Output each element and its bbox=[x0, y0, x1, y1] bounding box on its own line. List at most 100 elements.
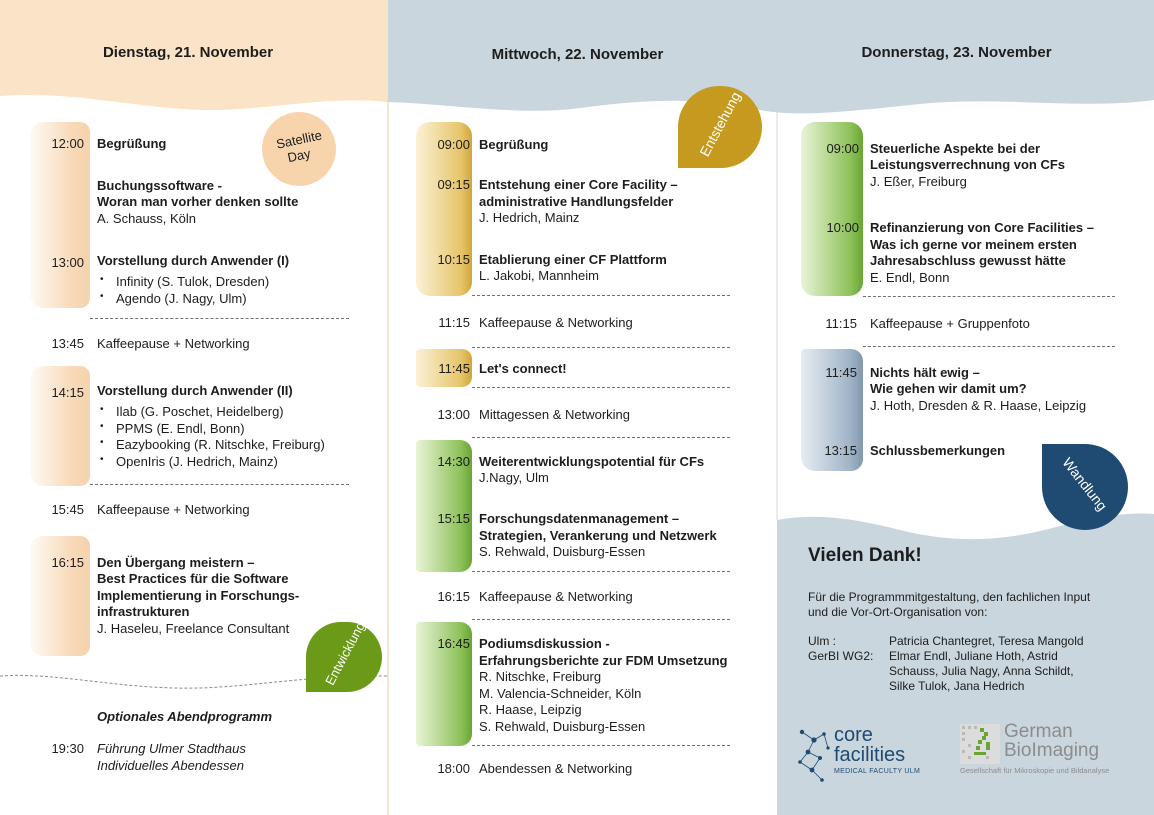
gerbi-names: Elmar Endl, Juliane Hoth, Astrid bbox=[889, 649, 1058, 663]
session-block bbox=[416, 622, 472, 746]
entry-time: 14:15 bbox=[51, 385, 84, 400]
entry-speaker: S. Rehwald, Duisburg-Essen bbox=[479, 719, 646, 734]
list-item: Infinity (S. Tulok, Dresden) bbox=[100, 274, 269, 289]
tag-label: Entwicklung bbox=[322, 619, 368, 688]
entry-time: 11:15 bbox=[825, 316, 857, 331]
thanks-text: und die Vor-Ort-Organisation von: bbox=[808, 605, 988, 619]
session-block bbox=[801, 122, 863, 296]
entry-speaker: J. Eßer, Freiburg bbox=[870, 174, 967, 189]
logo-text: core bbox=[834, 724, 873, 746]
entry-text: Kaffeepause & Networking bbox=[479, 589, 633, 604]
entry-time: 18:00 bbox=[437, 761, 470, 776]
core-facilities-logo: core facilities MEDICAL FACULTY ULM bbox=[794, 722, 934, 788]
entry-time: 15:15 bbox=[437, 511, 470, 526]
entry-title: Wie gehen wir damit um? bbox=[870, 381, 1027, 396]
time-bar bbox=[416, 440, 472, 572]
entry-text: Kaffeepause + Networking bbox=[97, 336, 250, 351]
entry-time: 14:30 bbox=[437, 454, 470, 469]
entry-title: Vorstellung durch Anwender (II) bbox=[97, 383, 293, 398]
entry-title: Implementierung in Forschungs- bbox=[97, 588, 300, 603]
entwicklung-tag: Entwicklung bbox=[306, 619, 382, 692]
entry-text: Abendessen & Networking bbox=[479, 761, 633, 776]
entry-title: Strategien, Verankerung und Netzwerk bbox=[479, 528, 717, 543]
entry-title: Jahresabschluss gewusst hätte bbox=[870, 253, 1066, 268]
entry-title: Was ich gerne vor meinem ersten bbox=[870, 237, 1077, 252]
entry-title: Entstehung einer Core Facility – bbox=[479, 177, 678, 192]
logo-text: facilities bbox=[834, 744, 906, 766]
time-bar bbox=[801, 349, 863, 471]
evening-title: Optionales Abendprogramm bbox=[97, 709, 273, 724]
day-title: Mittwoch, 22. November bbox=[491, 46, 664, 63]
entry-time: 13:45 bbox=[51, 336, 84, 351]
entry-speaker: J.Nagy, Ulm bbox=[479, 470, 549, 485]
divider bbox=[863, 296, 1115, 297]
entry-time: 19:30 bbox=[51, 741, 84, 756]
session-block bbox=[416, 122, 472, 296]
entry-time: 11:45 bbox=[438, 361, 470, 376]
ulm-label: Ulm : bbox=[808, 634, 836, 648]
list-item: OpenIris (J. Hedrich, Mainz) bbox=[100, 454, 278, 469]
session-block bbox=[801, 349, 863, 471]
session-block bbox=[30, 536, 350, 656]
entry-time: 10:00 bbox=[826, 220, 859, 235]
entry-title: Begrüßung bbox=[97, 136, 167, 151]
tag-label: Entstehung bbox=[696, 88, 744, 160]
entry-title: Leistungsverrechnung von CFs bbox=[870, 157, 1066, 172]
entry-time: 09:00 bbox=[437, 137, 470, 152]
entry-title: Woran man vorher denken sollte bbox=[97, 194, 299, 209]
entry-title: Forschungsdatenmanagement – bbox=[479, 511, 680, 526]
time-bar bbox=[416, 622, 472, 746]
day-column-thursday: Donnerstag, 23. November 09:00 Steuerlic… bbox=[777, 0, 1154, 815]
gerbi-names: Schauss, Julia Nagy, Anna Schildt, bbox=[889, 664, 1074, 678]
time-bar bbox=[416, 349, 472, 387]
list-item: PPMS (E. Endl, Bonn) bbox=[100, 421, 245, 436]
session-block bbox=[30, 366, 350, 486]
entry-speaker: M. Valencia-Schneider, Köln bbox=[479, 686, 642, 701]
day-column-tuesday: Dienstag, 21. November Satellite Day 12:… bbox=[0, 0, 388, 815]
entry-time: 16:15 bbox=[437, 589, 470, 604]
entry-speaker: J. Hoth, Dresden & R. Haase, Leipzig bbox=[870, 398, 1087, 413]
list-item: Agendo (J. Nagy, Ulm) bbox=[100, 291, 246, 306]
entry-text: Mittagessen & Networking bbox=[479, 407, 631, 422]
entry-time: 13:15 bbox=[824, 443, 857, 458]
list-item: Eazybooking (R. Nitschke, Freiburg) bbox=[100, 437, 325, 452]
entry-title: Begrüßung bbox=[479, 137, 549, 152]
entry-time: 15:45 bbox=[51, 502, 84, 517]
session-block bbox=[416, 440, 472, 572]
logo-text: BioImaging bbox=[1004, 740, 1100, 761]
entry-title: Steuerliche Aspekte bei der bbox=[870, 141, 1041, 156]
time-bar bbox=[30, 366, 90, 486]
gerbi-names: Silke Tulok, Jana Hedrich bbox=[889, 679, 1025, 693]
entry-title: Podiumsdiskussion - bbox=[479, 636, 610, 651]
divider bbox=[472, 437, 730, 438]
entry-title: Weiterentwicklungspotential für CFs bbox=[479, 454, 705, 469]
entry-text: Kaffeepause & Networking bbox=[479, 315, 633, 330]
session-block bbox=[416, 349, 472, 387]
entry-time: 09:15 bbox=[437, 177, 470, 192]
entry-time: 12:00 bbox=[51, 136, 84, 151]
network-icon bbox=[798, 729, 830, 782]
divider bbox=[472, 387, 730, 388]
entry-speaker: S. Rehwald, Duisburg-Essen bbox=[479, 544, 646, 559]
entry-title: Nichts hält ewig – bbox=[870, 365, 980, 380]
german-bioimaging-logo: German BioImaging Gesellschaft für Mikro… bbox=[958, 722, 1128, 782]
day-title: Donnerstag, 23. November bbox=[861, 44, 1052, 61]
entry-title: administrative Handlungsfelder bbox=[479, 194, 674, 209]
entry-speaker: A. Schauss, Köln bbox=[97, 211, 196, 226]
entry-text: Kaffeepause + Gruppenfoto bbox=[870, 316, 1030, 331]
divider bbox=[863, 346, 1115, 347]
logo-text: MEDICAL FACULTY ULM bbox=[834, 768, 921, 775]
entry-title: Erfahrungsberichte zur FDM Umsetzung bbox=[479, 653, 728, 668]
entry-title: Etablierung einer CF Plattform bbox=[479, 252, 667, 267]
logo-text: German bbox=[1004, 721, 1073, 742]
day-column-wednesday: Mittwoch, 22. November Entstehung 09:00 … bbox=[388, 0, 777, 815]
entry-time: 09:00 bbox=[826, 141, 859, 156]
entstehung-tag: Entstehung bbox=[678, 86, 762, 168]
entry-text: Führung Ulmer Stadthaus bbox=[97, 741, 246, 756]
ulm-names: Patricia Chantegret, Teresa Mangold bbox=[889, 634, 1084, 648]
entry-text: Individuelles Abendessen bbox=[97, 758, 244, 773]
time-bar bbox=[30, 536, 90, 656]
thanks-title: Vielen Dank! bbox=[808, 545, 922, 566]
entry-speaker: R. Haase, Leipzig bbox=[479, 702, 582, 717]
divider bbox=[472, 619, 730, 620]
